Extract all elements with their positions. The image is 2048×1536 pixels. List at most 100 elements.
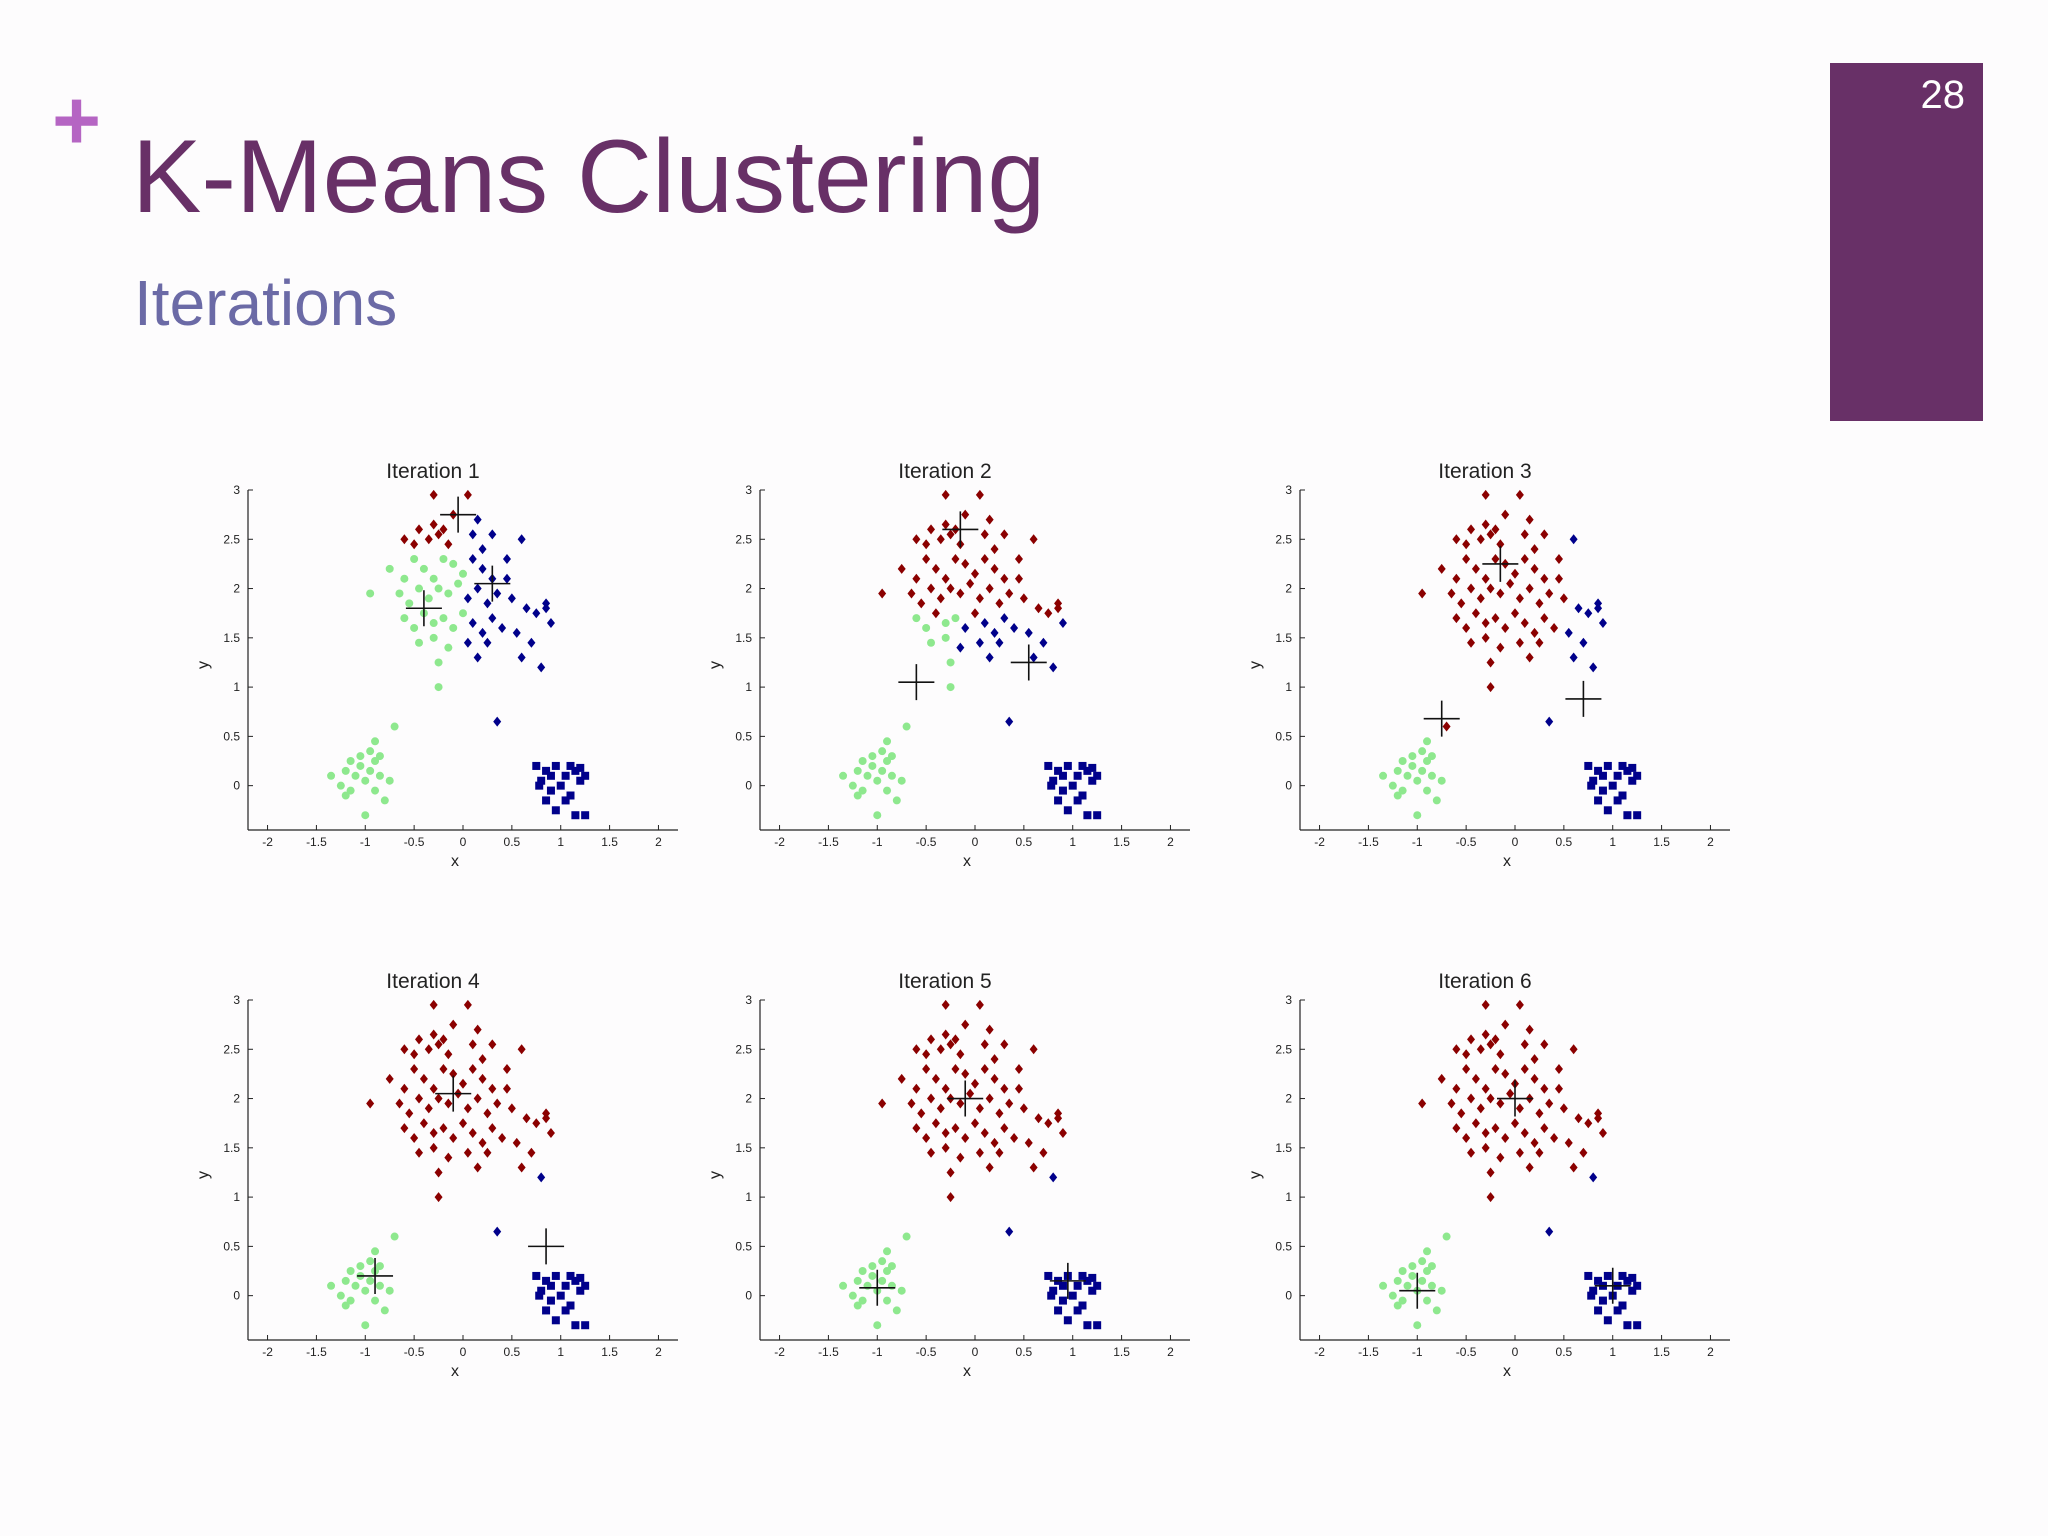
slide-title: K-Means Clustering <box>132 119 1046 235</box>
data-point <box>1491 1063 1500 1074</box>
data-point <box>1633 771 1642 780</box>
data-point <box>985 1162 994 1173</box>
data-point <box>434 529 443 540</box>
data-point <box>473 1162 482 1173</box>
data-point <box>502 553 511 564</box>
data-point <box>439 1063 448 1074</box>
data-point <box>980 1039 989 1050</box>
data-point <box>449 1019 458 1030</box>
data-point <box>1589 662 1598 673</box>
data-point <box>1432 1306 1441 1315</box>
data-point <box>1594 1276 1603 1285</box>
data-point <box>1014 1083 1023 1094</box>
data-point <box>346 1296 355 1305</box>
y-tick-label: 2.5 <box>223 532 240 546</box>
y-tick-label: 0 <box>233 779 240 793</box>
data-point <box>371 737 380 746</box>
data-point <box>956 1098 965 1109</box>
data-point <box>400 534 409 545</box>
data-point <box>405 599 414 608</box>
data-point <box>356 761 365 770</box>
data-point <box>912 614 921 623</box>
data-point <box>1486 657 1495 668</box>
x-tick-label: 1 <box>557 1345 564 1359</box>
data-point <box>1574 603 1583 614</box>
data-point <box>537 662 546 673</box>
data-point <box>1024 1137 1033 1148</box>
data-point <box>459 1078 467 1089</box>
chart-title: Iteration 1 <box>386 460 479 483</box>
data-point <box>1044 608 1053 619</box>
data-point <box>1511 568 1519 579</box>
data-point <box>1587 1291 1596 1300</box>
data-point <box>1569 534 1578 545</box>
data-point <box>1535 1108 1544 1119</box>
data-point <box>936 534 945 545</box>
data-point <box>922 623 931 632</box>
data-point <box>1496 1098 1505 1109</box>
data-point <box>980 1128 989 1139</box>
iterations-chart-grid: Iteration 1 -2 -1.5 -1 -0.5 0 0.5 1 1.5 2 0 0.5 1 1.5… <box>195 460 1730 1380</box>
chart-panel-2: Iteration 2 -2 -1.5 -1 -0.5 0 0.5 1 1.5 2 0 0.5 1 1.5… <box>707 460 1190 870</box>
y-tick-label: 1.5 <box>735 631 752 645</box>
x-tick-label: -0.5 <box>916 835 937 849</box>
data-point <box>887 1262 896 1271</box>
y-tick-label: 2 <box>233 1092 240 1106</box>
data-point <box>576 776 585 785</box>
data-point <box>1447 1098 1456 1109</box>
data-point <box>1068 781 1077 790</box>
data-point <box>995 637 1004 648</box>
x-tick-label: 0.5 <box>1556 835 1573 849</box>
data-point <box>1515 489 1524 500</box>
data-point <box>951 553 960 564</box>
chart-panel-1: Iteration 1 -2 -1.5 -1 -0.5 0 0.5 1 1.5 2 0 0.5 1 1.5… <box>195 460 678 870</box>
data-point <box>1476 534 1485 545</box>
data-point <box>951 1063 960 1074</box>
x-tick-label: 0.5 <box>504 835 521 849</box>
data-point <box>1515 1103 1524 1114</box>
data-point <box>1467 1034 1476 1045</box>
y-tick-label: 2.5 <box>1275 1042 1292 1056</box>
data-point <box>542 1306 551 1315</box>
data-point <box>912 534 921 545</box>
data-point <box>463 637 472 648</box>
data-point <box>410 554 419 563</box>
data-point <box>1633 1321 1642 1330</box>
data-point <box>1418 588 1427 599</box>
data-point <box>883 737 892 746</box>
data-point <box>1608 781 1617 790</box>
data-point <box>400 1044 409 1055</box>
data-point <box>434 658 443 667</box>
data-point <box>1047 781 1056 790</box>
data-point <box>1452 573 1461 584</box>
data-point <box>1496 539 1505 550</box>
data-point <box>980 1063 989 1074</box>
x-tick-label: -1 <box>360 1345 371 1359</box>
data-point <box>1432 796 1441 805</box>
x-tick-label: -1.5 <box>1358 835 1379 849</box>
data-point <box>1486 1039 1495 1050</box>
data-point <box>581 811 590 820</box>
data-point <box>878 1257 887 1266</box>
data-point <box>863 1281 872 1290</box>
data-point <box>429 1083 438 1094</box>
y-tick-label: 3 <box>233 993 240 1007</box>
x-tick-label: 0.5 <box>504 1345 521 1359</box>
data-point <box>434 1192 443 1203</box>
data-point <box>488 613 497 624</box>
data-point <box>1063 761 1072 770</box>
y-tick-label: 0.5 <box>735 1239 752 1253</box>
data-point <box>975 1103 984 1114</box>
data-point <box>488 1083 497 1094</box>
data-point <box>537 776 546 785</box>
data-point <box>429 1142 438 1153</box>
data-point <box>419 564 428 573</box>
data-point <box>400 1083 409 1094</box>
data-point <box>468 1063 477 1074</box>
y-axis-label: y <box>1247 661 1264 669</box>
data-point <box>1569 652 1578 663</box>
data-point <box>571 1321 580 1330</box>
data-point <box>463 999 472 1010</box>
data-point <box>542 796 551 805</box>
data-point <box>375 752 384 761</box>
